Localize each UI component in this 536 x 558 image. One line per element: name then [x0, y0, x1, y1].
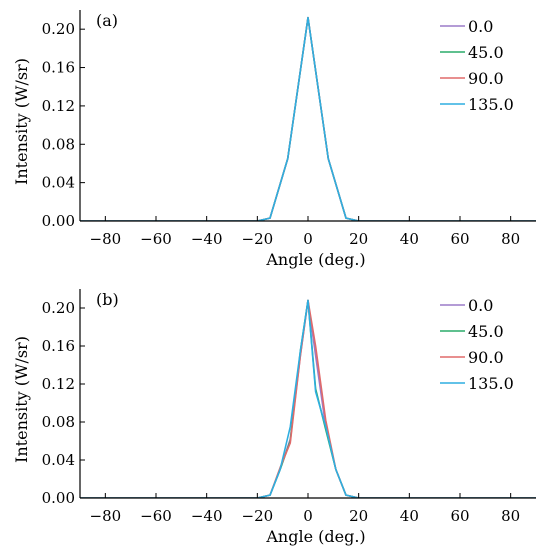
y-axis-label: Intensity (W/sr) [12, 58, 31, 185]
y-axis-label: Intensity (W/sr) [12, 336, 31, 463]
legend-label: 90.0 [468, 348, 504, 367]
x-tick-label: 40 [400, 507, 419, 525]
x-tick-label: −80 [90, 230, 122, 248]
x-tick-label: 80 [501, 230, 520, 248]
panel-label: (a) [96, 11, 118, 30]
y-tick-label: 0.00 [42, 489, 75, 507]
x-axis-label: Angle (deg.) [265, 250, 365, 269]
x-tick-label: −60 [140, 507, 172, 525]
y-tick-label: 0.20 [42, 299, 75, 317]
y-tick-label: 0.12 [42, 375, 75, 393]
x-tick-label: 0 [303, 507, 313, 525]
x-tick-label: 0 [303, 230, 313, 248]
x-tick-label: −20 [242, 230, 274, 248]
y-tick-label: 0.12 [42, 97, 75, 115]
x-tick-label: 60 [450, 507, 469, 525]
series-line-135.0 [80, 16, 536, 221]
y-tick-label: 0.00 [42, 212, 75, 230]
panel-label: (b) [96, 290, 119, 309]
y-tick-label: 0.04 [42, 174, 75, 192]
chart-panel-a: −80 −60 −40 −20 0 20 40 60 80 0.00 0.04 0.08 0.12 0.1… [12, 10, 536, 269]
y-tick-label: 0.08 [42, 135, 75, 153]
legend-label: 45.0 [468, 322, 504, 341]
legend-label: 0.0 [468, 17, 493, 36]
x-tick-label: 60 [450, 230, 469, 248]
legend-label: 45.0 [468, 43, 504, 62]
series-lines [80, 299, 536, 498]
x-tick-label: −40 [191, 507, 223, 525]
y-tick-label: 0.16 [42, 337, 75, 355]
x-axis-label: Angle (deg.) [265, 527, 365, 546]
chart-panel-b: −80 −60 −40 −20 0 20 40 60 80 0.00 0.04 0.08 0.12 0.1… [12, 289, 536, 546]
x-tick-label: −80 [90, 507, 122, 525]
legend-label: 90.0 [468, 69, 504, 88]
x-tick-label: −20 [242, 507, 274, 525]
y-tick-label: 0.04 [42, 451, 75, 469]
legend-label: 135.0 [468, 95, 514, 114]
x-tick-label: 40 [400, 230, 419, 248]
y-tick-label: 0.08 [42, 413, 75, 431]
x-tick-label: −60 [140, 230, 172, 248]
x-tick-label: −40 [191, 230, 223, 248]
y-tick-label: 0.16 [42, 59, 75, 77]
x-tick-label: 20 [349, 507, 368, 525]
series-lines [80, 16, 536, 221]
legend: 0.0 45.0 90.0 135.0 [440, 17, 514, 114]
x-tick-label: 20 [349, 230, 368, 248]
legend: 0.0 45.0 90.0 135.0 [440, 296, 514, 393]
y-tick-label: 0.20 [42, 20, 75, 38]
series-line-135.0 [80, 299, 536, 498]
legend-label: 135.0 [468, 374, 514, 393]
legend-label: 0.0 [468, 296, 493, 315]
x-tick-label: 80 [501, 507, 520, 525]
